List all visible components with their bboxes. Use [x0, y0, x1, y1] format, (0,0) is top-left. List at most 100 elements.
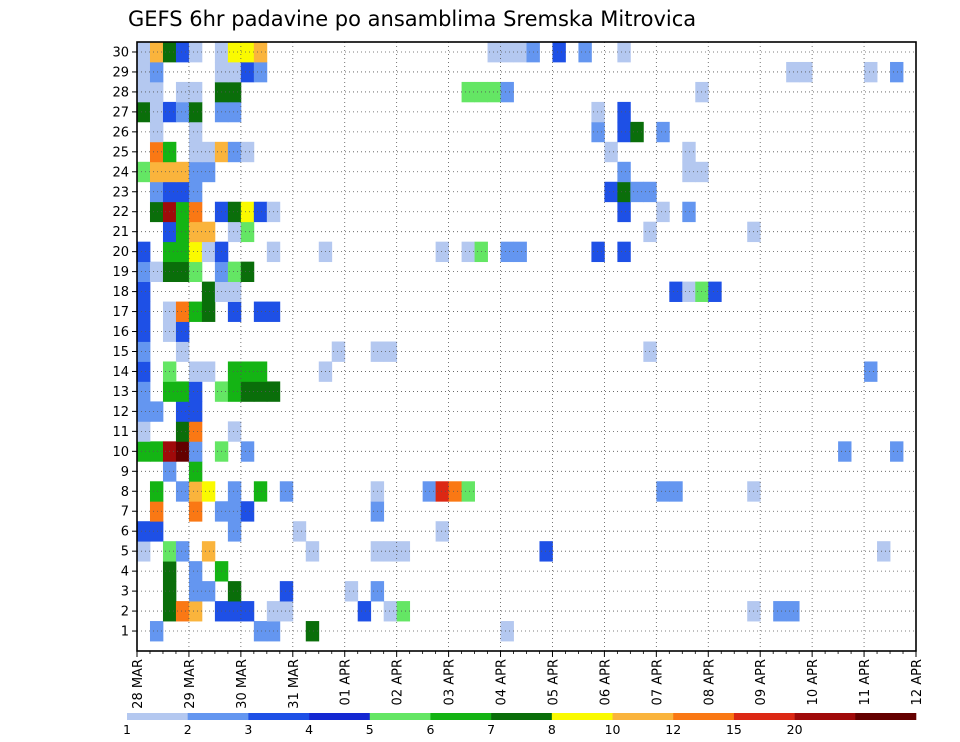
heatmap-cell: [137, 61, 151, 83]
heatmap-cells: [137, 42, 904, 642]
heatmap-cell: [279, 581, 294, 602]
x-tick-label: 29 MAR: [183, 659, 198, 709]
heatmap-cell: [617, 241, 631, 263]
heatmap-cell: [604, 141, 618, 163]
heatmap-cell: [786, 61, 800, 83]
x-tick-label: 30 MAR: [235, 659, 250, 709]
heatmap-cell: [617, 181, 631, 203]
heatmap-cell: [175, 441, 190, 462]
y-tick-label: 10: [112, 445, 129, 460]
heatmap-cell: [383, 341, 398, 362]
heatmap-cell: [461, 241, 475, 263]
heatmap-cell: [175, 221, 190, 243]
heatmap-cell: [188, 361, 203, 382]
color-scale-label: 20: [787, 722, 803, 737]
heatmap-cell: [552, 42, 566, 63]
heatmap-cell: [240, 441, 255, 462]
heatmap-cell: [279, 601, 294, 622]
heatmap-cell: [175, 241, 190, 263]
heatmap-cell: [864, 361, 878, 382]
heatmap-cell: [149, 441, 164, 462]
heatmap-cell: [240, 61, 255, 83]
heatmap-cell: [227, 601, 242, 622]
heatmap-cell: [292, 521, 307, 542]
heatmap-cell: [149, 501, 164, 522]
heatmap-cell: [617, 42, 631, 63]
heatmap-cell: [137, 81, 151, 103]
heatmap-cell: [890, 61, 904, 83]
heatmap-cell: [500, 42, 514, 63]
heatmap-cell: [227, 101, 242, 123]
heatmap-cell: [240, 42, 255, 63]
grid-lines: [136, 42, 917, 651]
heatmap-cell: [240, 381, 255, 402]
heatmap-cell: [591, 241, 605, 263]
color-scale-segment: [369, 713, 431, 720]
heatmap-cell: [149, 261, 164, 283]
heatmap-cell: [149, 61, 164, 83]
color-scale-segment: [491, 713, 553, 720]
heatmap-cell: [188, 561, 203, 582]
color-scale-label: 8: [548, 722, 556, 737]
heatmap-cell: [240, 601, 255, 622]
heatmap-cell: [137, 321, 151, 342]
heatmap-cell: [149, 481, 164, 502]
heatmap-cell: [240, 361, 255, 382]
color-scale-label: 7: [487, 722, 495, 737]
color-scale-label: 5: [366, 722, 374, 737]
heatmap-cell: [656, 201, 670, 223]
heatmap-cell: [149, 121, 164, 143]
x-tick-label: 05 APR: [546, 659, 561, 705]
heatmap-cell: [188, 141, 203, 163]
heatmap-cell: [175, 201, 190, 223]
heatmap-cell: [786, 601, 800, 622]
heatmap-cell: [201, 481, 216, 502]
heatmap-cell: [227, 581, 242, 602]
heatmap-cell: [188, 121, 203, 143]
heatmap-cell: [188, 441, 203, 462]
heatmap-cell: [175, 541, 190, 562]
heatmap-cell: [188, 301, 203, 322]
heatmap-cell: [188, 601, 203, 622]
heatmap-cell: [188, 501, 203, 522]
y-tick-label: 17: [112, 305, 129, 320]
y-tick-label: 1: [121, 625, 129, 640]
x-tick-label: 02 APR: [391, 659, 406, 705]
chart-title: GEFS 6hr padavine po ansamblima Sremska …: [128, 7, 696, 31]
heatmap-cell: [227, 261, 242, 283]
y-tick-label: 19: [112, 265, 129, 280]
heatmap-cell: [188, 261, 203, 283]
y-tick-label: 15: [112, 345, 129, 360]
heatmap-cell: [279, 481, 294, 502]
heatmap-cell: [513, 42, 527, 63]
heatmap-cell: [227, 521, 242, 542]
color-scale-segment: [733, 713, 795, 720]
heatmap-cell: [227, 361, 242, 382]
color-scale-label: 4: [305, 722, 313, 737]
heatmap-cell: [253, 201, 268, 223]
heatmap-cell: [253, 42, 268, 63]
heatmap-cell: [305, 621, 320, 642]
color-scale-segment: [673, 713, 735, 720]
x-tick-label: 31 MAR: [287, 659, 302, 709]
color-scale-label: 10: [605, 722, 621, 737]
heatmap-cell: [175, 421, 190, 442]
y-tick-label: 30: [112, 45, 129, 60]
heatmap-cell: [227, 501, 242, 522]
heatmap-cell: [435, 521, 449, 542]
heatmap-cell: [175, 481, 190, 502]
heatmap-cell: [149, 141, 164, 163]
heatmap-cell: [201, 581, 216, 602]
heatmap-cell: [227, 421, 242, 442]
heatmap-cell: [201, 221, 216, 243]
heatmap-cell: [487, 81, 501, 103]
heatmap-cell: [149, 521, 164, 542]
y-tick-label: 22: [112, 205, 129, 220]
x-tick-label: 07 APR: [650, 659, 665, 705]
heatmap-cell: [240, 221, 255, 243]
heatmap-cell: [188, 481, 203, 502]
heatmap-cell: [500, 621, 514, 642]
heatmap-cell: [137, 521, 151, 542]
heatmap-cell: [500, 241, 514, 263]
